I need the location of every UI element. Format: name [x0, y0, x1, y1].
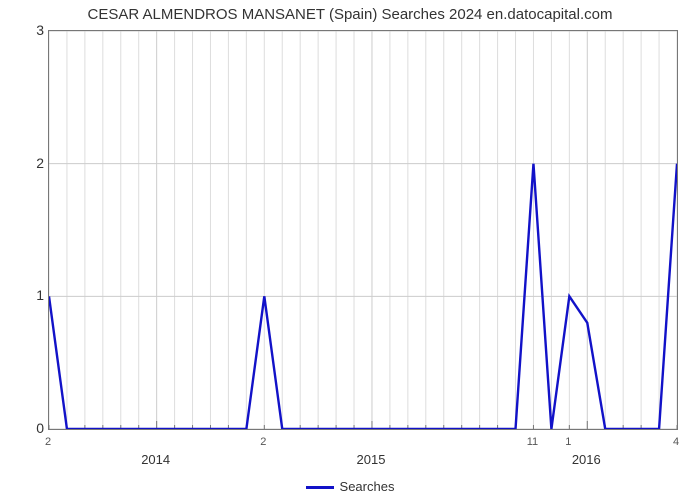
x-value-label: 11 — [527, 436, 538, 448]
y-tick-label: 2 — [4, 155, 44, 171]
x-value-label: 4 — [673, 436, 679, 448]
x-value-label: 2 — [260, 436, 266, 448]
chart-svg — [49, 31, 677, 429]
x-tick-label: 2016 — [572, 452, 601, 467]
x-tick-label: 2015 — [357, 452, 386, 467]
legend: Searches — [0, 479, 700, 494]
y-tick-label: 1 — [4, 287, 44, 303]
plot-area — [48, 30, 678, 430]
x-value-label: 1 — [565, 436, 571, 448]
chart-container: CESAR ALMENDROS MANSANET (Spain) Searche… — [0, 0, 700, 500]
y-tick-label: 3 — [4, 22, 44, 38]
legend-swatch — [306, 486, 334, 489]
legend-label: Searches — [340, 479, 395, 494]
y-tick-label: 0 — [4, 420, 44, 436]
x-value-label: 2 — [45, 436, 51, 448]
x-tick-label: 2014 — [141, 452, 170, 467]
chart-title: CESAR ALMENDROS MANSANET (Spain) Searche… — [0, 6, 700, 23]
